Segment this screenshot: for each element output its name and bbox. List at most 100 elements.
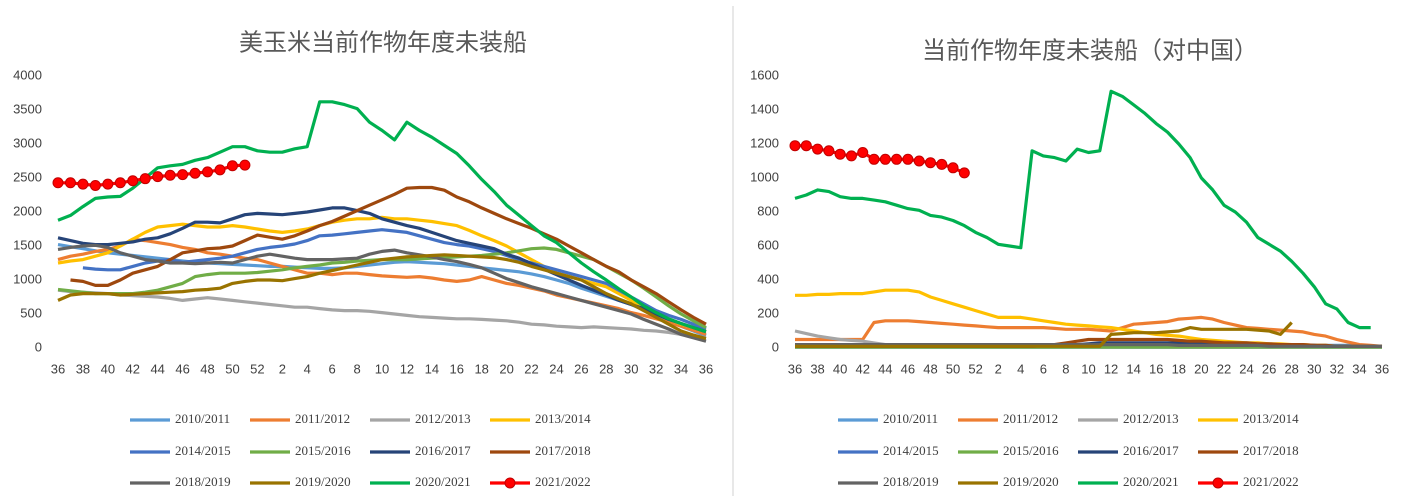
x-tick-label: 48 <box>200 361 214 376</box>
series-marker <box>77 178 89 190</box>
y-tick-label: 1200 <box>750 135 779 150</box>
x-tick-label: 14 <box>425 361 439 376</box>
series-marker <box>823 145 835 157</box>
x-tick-label: 34 <box>1352 361 1366 376</box>
series-marker <box>891 153 903 165</box>
series-marker <box>947 162 959 174</box>
x-tick-label: 28 <box>1284 361 1298 376</box>
x-tick-label: 6 <box>1040 361 1047 376</box>
series-line <box>795 343 1382 348</box>
x-tick-label: 26 <box>574 361 588 376</box>
legend-label: 2011/2012 <box>1003 411 1058 426</box>
legend-label: 2011/2012 <box>295 411 350 426</box>
y-tick-label: 200 <box>757 305 779 320</box>
series-marker <box>52 177 64 189</box>
series-marker <box>924 157 936 169</box>
series-marker <box>127 175 139 187</box>
chart-title: 美玉米当前作物年度未装船 <box>239 29 527 56</box>
series-marker <box>936 158 948 170</box>
x-tick-label: 38 <box>810 361 824 376</box>
x-tick-label: 6 <box>329 361 336 376</box>
legend-label: 2016/2017 <box>415 443 471 458</box>
legend-marker <box>1212 477 1224 489</box>
y-tick-label: 1400 <box>750 101 779 116</box>
x-tick-label: 22 <box>524 361 538 376</box>
series-marker <box>152 171 164 183</box>
legend-label: 2020/2021 <box>1123 474 1179 489</box>
series-marker <box>226 160 238 172</box>
y-tick-label: 400 <box>757 271 779 286</box>
x-tick-label: 4 <box>1017 361 1024 376</box>
series-line <box>70 185 707 326</box>
y-tick-label: 1500 <box>13 237 42 252</box>
series-line <box>57 288 707 340</box>
x-tick-label: 2 <box>279 361 286 376</box>
x-tick-label: 44 <box>878 361 892 376</box>
series-marker <box>789 140 801 152</box>
legend-label: 2012/2013 <box>415 411 471 426</box>
legend-label: 2019/2020 <box>295 474 351 489</box>
x-tick-label: 2 <box>995 361 1002 376</box>
legend-label: 2017/2018 <box>535 443 591 458</box>
series-marker <box>102 178 114 190</box>
x-tick-label: 42 <box>126 361 140 376</box>
y-tick-label: 3000 <box>13 135 42 150</box>
series-line <box>57 206 707 334</box>
legend-label: 2012/2013 <box>1123 411 1179 426</box>
legend-label: 2020/2021 <box>415 474 471 489</box>
series-marker <box>214 164 226 176</box>
x-tick-label: 46 <box>901 361 915 376</box>
x-tick-label: 40 <box>833 361 847 376</box>
series-marker <box>958 167 970 179</box>
series-marker <box>834 148 846 160</box>
legend-label: 2014/2015 <box>883 443 939 458</box>
y-tick-label: 600 <box>757 237 779 252</box>
x-tick-label: 8 <box>353 361 360 376</box>
x-tick-label: 4 <box>304 361 311 376</box>
series-line <box>795 144 965 175</box>
y-tick-label: 1600 <box>750 67 779 82</box>
legend-label: 2010/2011 <box>883 411 938 426</box>
legend-label: 2010/2011 <box>175 411 230 426</box>
x-tick-label: 36 <box>1375 361 1389 376</box>
x-tick-label: 18 <box>1172 361 1186 376</box>
series-line <box>795 321 1293 348</box>
x-tick-label: 22 <box>1217 361 1231 376</box>
series-marker <box>189 167 201 179</box>
x-tick-label: 24 <box>1239 361 1253 376</box>
series-marker <box>902 153 914 165</box>
series-line <box>57 100 707 334</box>
x-tick-label: 50 <box>225 361 239 376</box>
x-tick-label: 52 <box>250 361 264 376</box>
series-line <box>57 253 707 341</box>
series-marker <box>812 143 824 155</box>
y-tick-label: 0 <box>35 339 42 354</box>
series-marker <box>177 169 189 181</box>
series-marker <box>239 159 251 171</box>
x-tick-label: 36 <box>51 361 65 376</box>
series-marker <box>89 179 101 191</box>
y-tick-label: 800 <box>757 203 779 218</box>
series-marker <box>202 166 214 178</box>
x-tick-label: 28 <box>599 361 613 376</box>
x-tick-label: 24 <box>549 361 563 376</box>
x-tick-label: 10 <box>1081 361 1095 376</box>
x-tick-label: 38 <box>76 361 90 376</box>
y-tick-label: 3500 <box>13 101 42 116</box>
series-marker <box>800 140 812 152</box>
x-tick-label: 36 <box>699 361 713 376</box>
x-tick-label: 30 <box>1307 361 1321 376</box>
x-tick-label: 16 <box>450 361 464 376</box>
legend-label: 2017/2018 <box>1243 443 1299 458</box>
x-tick-label: 32 <box>649 361 663 376</box>
y-tick-label: 1000 <box>750 169 779 184</box>
legend-label: 2015/2016 <box>295 443 351 458</box>
legend-label: 2021/2022 <box>535 474 591 489</box>
x-tick-label: 10 <box>375 361 389 376</box>
series-marker <box>164 169 176 181</box>
x-tick-label: 8 <box>1062 361 1069 376</box>
x-tick-label: 12 <box>1104 361 1118 376</box>
